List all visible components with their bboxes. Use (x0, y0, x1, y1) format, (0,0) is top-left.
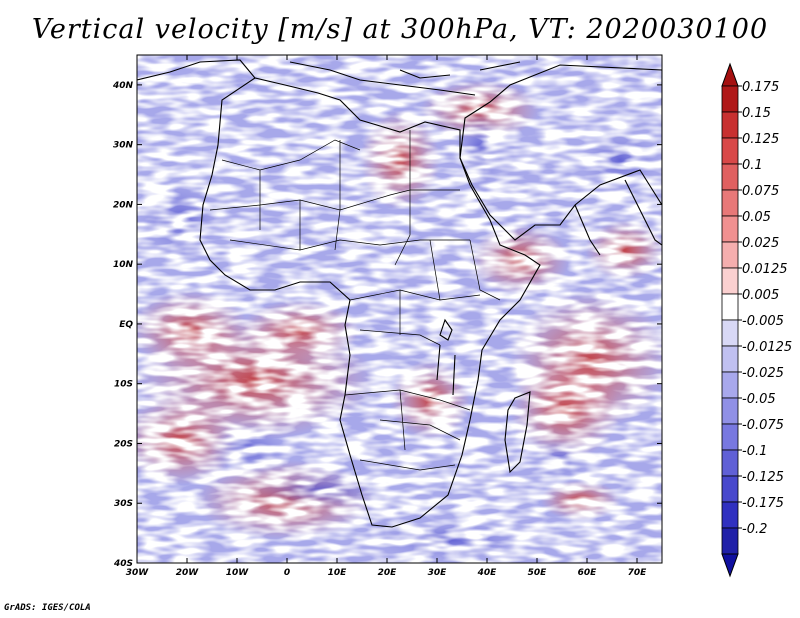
colorbar-label: 0.125 (742, 132, 779, 147)
colorbar-label: -0.05 (742, 392, 776, 407)
lon-label: 0 (284, 568, 290, 578)
colorbar-swatch (721, 163, 739, 191)
lat-label: 30S (114, 499, 133, 509)
colorbar-swatch (721, 475, 739, 503)
colorbar-swatch (721, 423, 739, 451)
colorbar-label: 0.175 (742, 80, 779, 95)
colorbar-label: 0.0125 (742, 262, 788, 277)
colorbar-label: 0.1 (742, 158, 763, 173)
lon-label: 20E (378, 568, 398, 578)
colorbar-bottom-arrow (721, 553, 739, 578)
colorbar-label: -0.025 (742, 366, 784, 381)
colorbar-label: -0.1 (742, 444, 767, 459)
map-field (137, 55, 662, 563)
lat-label: 20S (114, 439, 133, 449)
lat-label: 20N (113, 200, 134, 210)
lat-label: 30N (113, 141, 134, 151)
colorbar-label: 0.05 (742, 210, 771, 225)
page-title: Vertical velocity [m/s] at 300hPa, VT: 2… (31, 14, 769, 45)
colorbar-swatch (721, 371, 739, 399)
colorbar-swatch (721, 527, 739, 555)
colorbar-label: 0.025 (742, 236, 779, 251)
colorbar-label: -0.125 (742, 470, 784, 485)
map-figure: 40N 30N 20N 10N EQ 10S 20S 30S 40S 30W 20W 10W 0 10E… (112, 54, 792, 578)
lat-label: 10N (113, 260, 134, 270)
lon-label: 30E (428, 568, 448, 578)
lon-label: 70E (628, 568, 648, 578)
colorbar-swatch (721, 449, 739, 477)
longitude-axis: 30W 20W 10W 0 10E 20E 30E 40E 50E 60E 70E (126, 55, 647, 578)
colorbar-swatch (721, 241, 739, 269)
colorbar-swatch (721, 111, 739, 139)
colorbar-label: -0.075 (742, 418, 784, 433)
colorbar-swatch (721, 293, 739, 321)
latitude-axis: 40N 30N 20N 10N EQ 10S 20S 30S 40S (112, 81, 662, 569)
colorbar-label: -0.175 (742, 496, 784, 511)
lat-label: 10S (114, 380, 133, 390)
colorbar-swatch (721, 345, 739, 373)
colorbar-swatch (721, 397, 739, 425)
lat-label: EQ (119, 320, 133, 330)
lon-label: 40E (477, 568, 498, 578)
map-frame (136, 54, 663, 564)
lon-label: 20W (176, 568, 200, 578)
colorbar-swatch (721, 85, 739, 113)
colorbar-label: 0.15 (742, 106, 771, 121)
colorbar-label: -0.005 (742, 314, 784, 329)
grads-credit: GrADS: IGES/COLA (4, 603, 91, 613)
lon-label: 10W (226, 568, 250, 578)
colorbar-swatch (721, 267, 739, 295)
lat-label: 40N (112, 81, 134, 91)
lon-label: 50E (528, 568, 548, 578)
colorbar-label: -0.0125 (742, 340, 792, 355)
colorbar-top-arrow (721, 62, 739, 87)
country-borders (209, 130, 501, 471)
colorbar-label: -0.2 (742, 522, 767, 537)
colorbar-swatch (721, 215, 739, 243)
lon-label: 60E (578, 568, 598, 578)
colorbar-swatch (721, 137, 739, 165)
colorbar: 0.175 0.15 0.125 0.1 0.075 0.05 0.025 0.0125 0.0… (721, 62, 792, 578)
lat-label: 40S (113, 559, 133, 569)
lon-label: 30W (126, 568, 150, 578)
colorbar-swatch (721, 189, 739, 217)
colorbar-swatch (721, 501, 739, 529)
colorbar-label: 0.005 (742, 288, 779, 303)
coastlines (137, 59, 662, 528)
colorbar-swatch (721, 319, 739, 347)
colorbar-label: 0.075 (742, 184, 779, 199)
lon-label: 10E (328, 568, 348, 578)
